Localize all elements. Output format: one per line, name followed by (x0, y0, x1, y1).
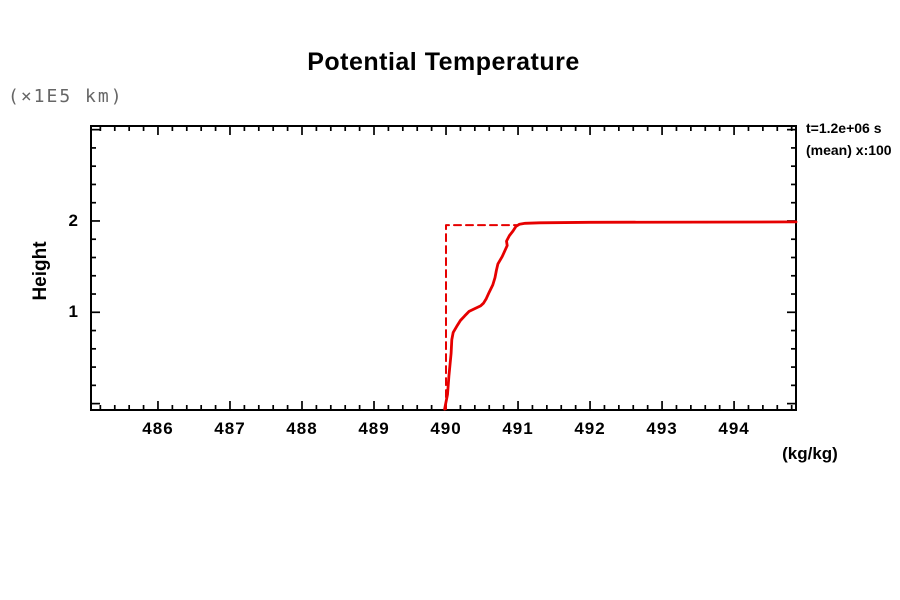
y-axis-title: Height (30, 241, 51, 301)
x-tick-label: 490 (430, 419, 462, 438)
y-tick-label: 1 (68, 302, 78, 322)
x-tick-label: 491 (502, 419, 534, 438)
annotation-time: t=1.2e+06 s (806, 120, 882, 136)
x-tick-label: 493 (646, 419, 678, 438)
y-tick-label: 2 (68, 210, 78, 230)
x-tick-label: 489 (358, 419, 390, 438)
series-initial-profile-line (445, 224, 518, 411)
annotation-mean: (mean) x:100 (806, 142, 892, 158)
chart-title: Potential Temperature (307, 48, 580, 76)
y-axis-units-label: (×1E5 km) (8, 86, 124, 107)
x-tick-label: 488 (286, 419, 318, 438)
x-tick-label: 487 (214, 419, 246, 438)
x-axis-units-label: (kg/kg) (782, 444, 838, 463)
x-tick-label: 492 (574, 419, 606, 438)
x-tick-label: 486 (142, 419, 174, 438)
x-tick-label: 494 (718, 419, 750, 438)
series-mean-profile-line (443, 220, 798, 411)
plot-frame (90, 125, 797, 411)
